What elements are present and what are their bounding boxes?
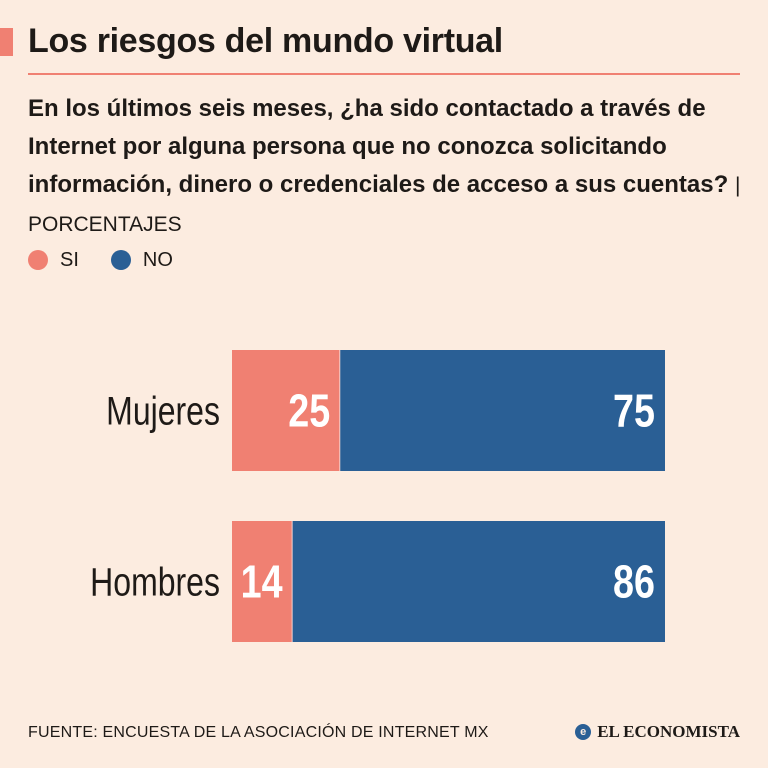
legend-no-label: NO (142, 248, 173, 271)
brand-logo: e EL ECONOMISTA (575, 722, 740, 742)
data-label-mujeres-no: 75 (613, 385, 655, 436)
data-label-mujeres-si: 25 (288, 385, 330, 436)
legend-item-no: NO (110, 248, 173, 272)
category-label-hombres: Hombres (90, 559, 220, 604)
page-title: Los riesgos del mundo virtual (28, 22, 503, 60)
brand-name: EL ECONOMISTA (597, 722, 740, 741)
data-label-hombres-no: 86 (613, 556, 655, 607)
title-accent-bar (0, 28, 13, 56)
legend-si-label: SI (60, 248, 79, 271)
legend-si-swatch (28, 250, 48, 270)
title-divider (28, 73, 740, 75)
question-text: En los últimos seis meses, ¿ha sido cont… (28, 95, 729, 198)
data-label-hombres-si: 14 (241, 556, 283, 607)
legend-item-si: SI (28, 249, 79, 272)
source-note: FUENTE: ENCUESTA DE LA ASOCIACIÓN DE INT… (28, 724, 489, 741)
bar-mujeres-si (232, 350, 341, 471)
bar-mujeres-no (340, 350, 665, 471)
legend-no-swatch (110, 250, 131, 270)
bar-hombres-no (292, 521, 665, 642)
chart-legend: SI NO (28, 245, 205, 275)
unit-label: | PORCENTAJES (28, 174, 741, 236)
category-label-mujeres: Mujeres (106, 388, 220, 433)
survey-question: En los últimos seis meses, ¿ha sido cont… (28, 90, 748, 244)
brand-logo-icon: e (575, 724, 592, 740)
bar-hombres-si (232, 521, 293, 642)
